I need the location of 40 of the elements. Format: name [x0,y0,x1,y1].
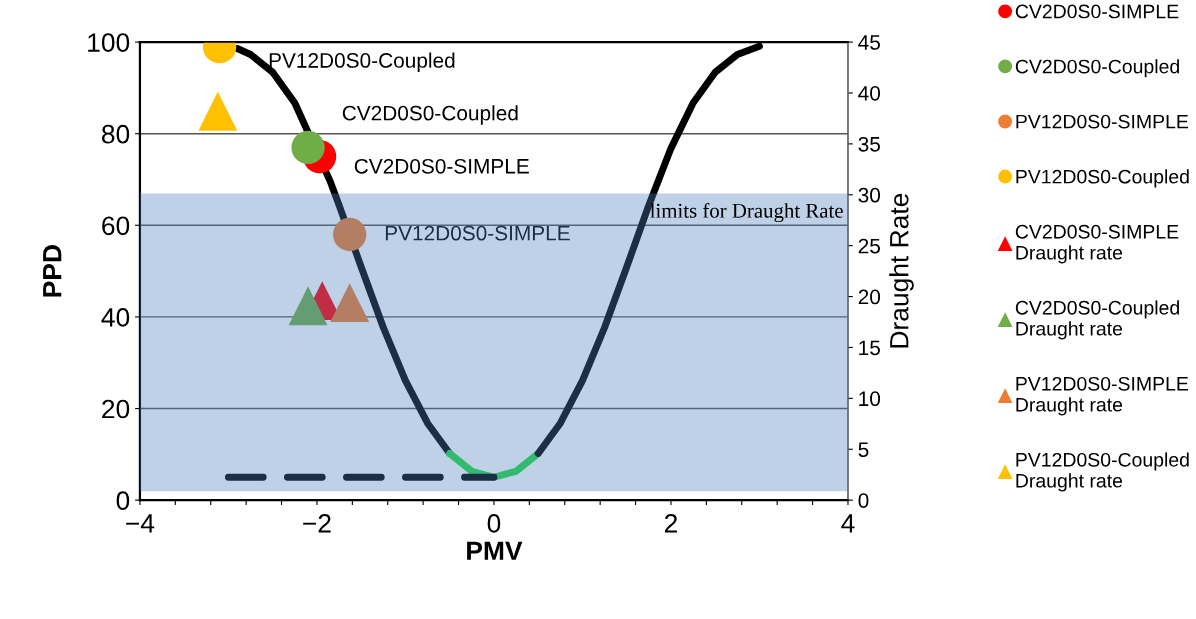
y-tick-label: 0 [116,491,130,510]
x-tick-label: −4 [126,514,155,533]
y2-tick-label: 35 [858,136,880,152]
legend-label: PV12D0S0-Coupled Draught rate [1016,452,1189,492]
y-tick-label: 100 [88,33,130,52]
y-axis-title: PPD [43,245,62,297]
y2-tick-label: 10 [859,391,881,407]
y2-tick-label: 15 [859,340,880,356]
point [288,286,328,326]
x-axis-title: PMV [467,541,523,560]
legend-label: PV12D0S0-SIMPLE Draught rate [1016,376,1189,416]
y2-axis-title: Draught Rate [889,193,914,348]
y-tick-label: 40 [101,308,130,327]
y2-tick-label: 20 [858,289,881,305]
legend-label: CV2D0S0-Coupled Draught rate [1015,300,1179,340]
y-tick-label: 20 [102,399,130,419]
y2-tick-label: 30 [858,187,881,203]
legend-label: CV2D0S0-SIMPLE Draught rate [1015,224,1179,264]
x-tick-label: −2 [303,514,331,533]
y2-tick-label: 0 [858,493,869,508]
legend-label: PV12D0S0-Coupled [1016,169,1189,188]
point [198,91,238,131]
legend-label: PV12D0S0-SIMPLE [1016,114,1189,129]
y2-tick-label: 25 [858,238,880,254]
y2-tick-label: 40 [858,85,881,101]
y-tick-label: 60 [102,216,130,236]
annotation: PV12D0S0-SIMPLE [385,225,570,241]
x-tick-label: 4 [841,514,855,533]
band-label: limits for Draught Rate [650,202,843,223]
x-tick-label: 0 [487,514,501,533]
y2-tick-label: 45 [858,35,880,50]
y2-tick-label: 5 [858,442,869,458]
y-tick-label: 80 [102,124,130,144]
annotation: CV2D0S0-Coupled [342,105,518,125]
point [330,283,370,323]
annotation: PV12D0S0-Coupled [269,52,455,72]
legend-label: CV2D0S0-SIMPLE [1015,4,1179,19]
x-tick-label: 2 [664,514,677,533]
annotation: CV2D0S0-SIMPLE [354,158,529,174]
legend-label: CV2D0S0-Coupled [1015,59,1179,78]
